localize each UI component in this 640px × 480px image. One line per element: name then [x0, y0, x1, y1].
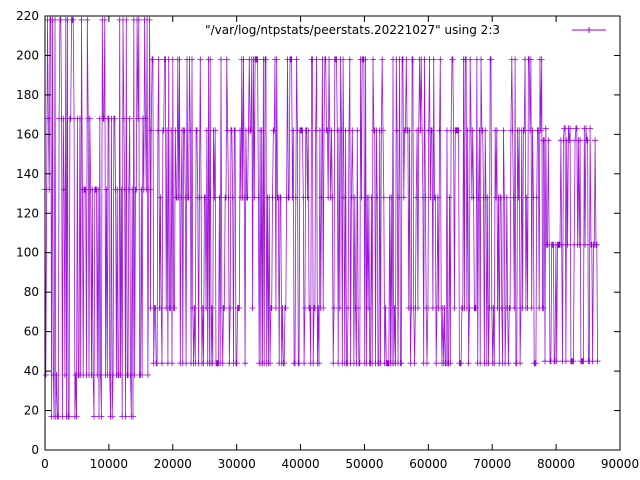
x-tick-label: 50000	[345, 457, 383, 471]
legend: "/var/log/ntpstats/peerstats.20221027" u…	[205, 23, 606, 37]
legend-sample	[572, 27, 606, 33]
legend-label: "/var/log/ntpstats/peerstats.20221027" u…	[205, 23, 500, 37]
x-tick-label: 0	[41, 457, 49, 471]
axes-layer: 0 10000 20000 30000 40000 50000 60000 70000 8000…	[16, 9, 639, 471]
y-tick-label: 80	[24, 285, 39, 299]
legend-marker	[586, 27, 592, 33]
y-tick-label: 180	[16, 88, 39, 102]
y-tick-label: 160	[16, 127, 39, 141]
series-line	[44, 19, 598, 417]
y-tick-label: 120	[16, 206, 39, 220]
x-tick-label: 90000	[601, 457, 639, 471]
y-tick-label: 220	[16, 9, 39, 23]
y-tick-label: 20	[24, 404, 39, 418]
plot-frame	[44, 15, 621, 451]
x-tick-label: 70000	[473, 457, 511, 471]
x-tick-label: 30000	[218, 457, 256, 471]
x-tick-label: 20000	[154, 457, 192, 471]
x-tick-label: 40000	[281, 457, 319, 471]
x-tick-label: 60000	[409, 457, 447, 471]
y-tick-label: 60	[24, 325, 39, 339]
y-tick-label: 40	[24, 364, 39, 378]
y-tick-label: 0	[31, 443, 39, 457]
x-tick-label: 10000	[90, 457, 128, 471]
y-tick-label: 100	[16, 246, 39, 260]
y-tick-label: 200	[16, 48, 39, 62]
x-tick-label: 80000	[537, 457, 575, 471]
y-tick-label: 140	[16, 167, 39, 181]
